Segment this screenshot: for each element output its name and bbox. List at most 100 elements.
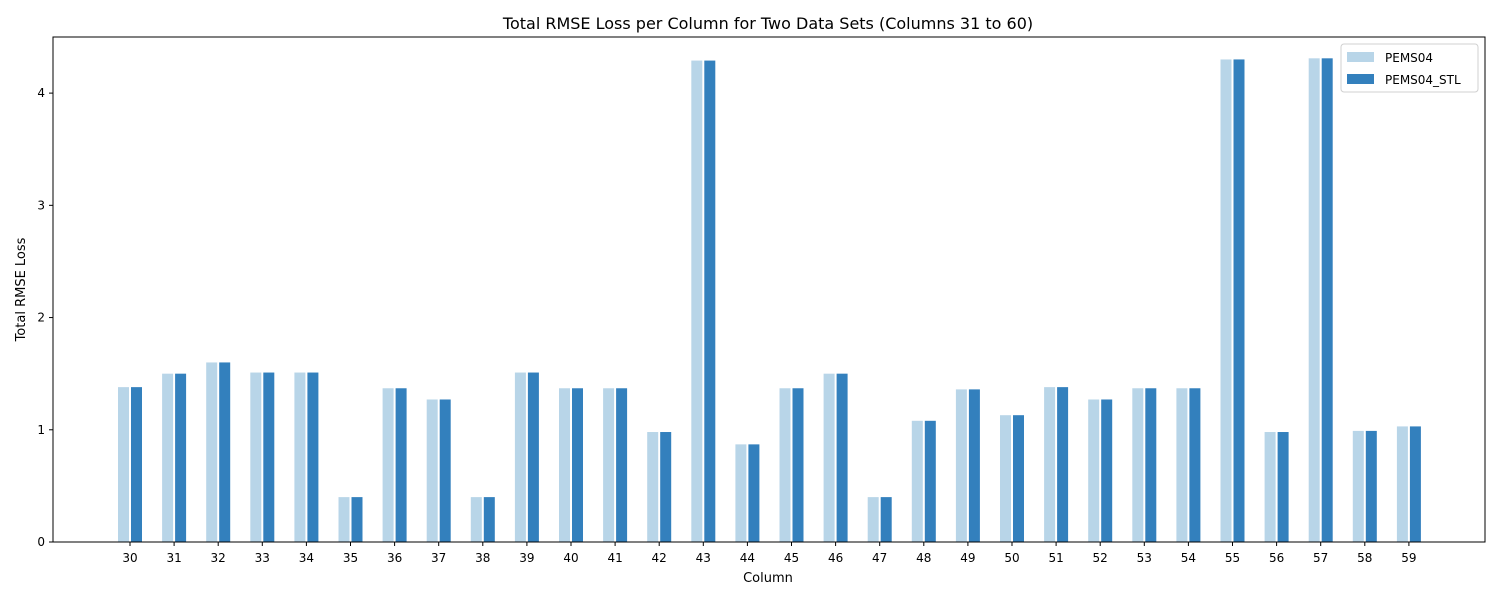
y-axis-label: Total RMSE Loss: [14, 237, 29, 342]
bar-pems04-48: [911, 420, 923, 542]
x-tick-label: 41: [607, 551, 622, 565]
x-tick-label: 42: [652, 551, 667, 565]
x-tick-label: 56: [1269, 551, 1284, 565]
x-tick-label: 35: [343, 551, 358, 565]
bar-pems04-58: [1352, 430, 1364, 542]
bar-pems04-46: [823, 373, 835, 542]
x-tick-label: 36: [387, 551, 402, 565]
bar-pems04-49: [955, 389, 967, 542]
x-tick-label: 38: [475, 551, 490, 565]
bar-pems04-50: [1000, 415, 1011, 542]
plot-frame: [52, 36, 1486, 543]
bar-pems04-stl-30: [131, 387, 142, 542]
x-tick-label: 51: [1048, 551, 1063, 565]
legend-swatch: [1347, 74, 1374, 84]
bar-pems04-stl-49: [968, 389, 980, 542]
x-tick-label: 39: [519, 551, 534, 565]
bar-pems04-stl-38: [483, 497, 495, 542]
bar-pems04-31: [162, 373, 174, 542]
legend-box: [1340, 43, 1479, 93]
x-tick-label: 33: [255, 551, 270, 565]
bar-pems04-stl-32: [219, 362, 231, 542]
bar-pems04-stl-39: [527, 372, 539, 542]
legend-swatch: [1347, 52, 1374, 62]
x-tick-label: 57: [1313, 551, 1328, 565]
x-tick-label: 43: [696, 551, 711, 565]
bar-pems04-stl-47: [880, 497, 892, 542]
bar-pems04-43: [691, 60, 703, 542]
bar-pems04-34: [294, 372, 306, 542]
x-tick-label: 37: [431, 551, 446, 565]
x-tick-label: 48: [916, 551, 931, 565]
bar-pems04-stl-51: [1057, 387, 1069, 542]
bar-pems04-59: [1396, 426, 1408, 542]
bar-pems04-47: [867, 497, 879, 542]
y-tick-label: 0: [37, 535, 45, 549]
bar-pems04-stl-58: [1365, 430, 1377, 542]
bar-pems04-stl-57: [1321, 58, 1333, 542]
bar-pems04-stl-37: [439, 399, 451, 542]
bar-pems04-37: [426, 399, 438, 542]
x-axis: 30 31 32 33 34 35 36 37 38 39 40 41 42 43 44 45 46 47 48 49…: [122, 542, 1417, 565]
bar-pems04-stl-56: [1277, 432, 1289, 542]
bar-pems04-stl-33: [263, 372, 275, 542]
x-tick-label: 49: [960, 551, 975, 565]
y-tick-label: 1: [37, 423, 45, 437]
bar-pems04-41: [603, 388, 615, 542]
x-tick-label: 50: [1004, 551, 1019, 565]
bar-pems04-stl-59: [1409, 426, 1421, 542]
y-axis: 0 1 2 3 4: [37, 86, 53, 549]
bar-pems04-40: [559, 388, 570, 542]
x-tick-label: 40: [563, 551, 578, 565]
bar-pems04-30: [118, 387, 129, 542]
x-tick-label: 32: [211, 551, 226, 565]
bar-pems04-stl-44: [748, 444, 760, 542]
bar-pems04-39: [514, 372, 526, 542]
bar-pems04-stl-52: [1101, 399, 1113, 542]
bar-pems04-42: [647, 432, 659, 542]
bar-pems04-stl-48: [924, 420, 936, 542]
bar-pems04-38: [470, 497, 482, 542]
bar-pems04-36: [382, 388, 394, 542]
bar-pems04-stl-50: [1013, 415, 1024, 542]
x-tick-label: 54: [1181, 551, 1196, 565]
bar-pems04-54: [1176, 388, 1188, 542]
bar-pems04-stl-41: [616, 388, 628, 542]
bar-pems04-44: [735, 444, 747, 542]
chart-title: Total RMSE Loss per Column for Two Data …: [502, 14, 1033, 33]
y-tick-label: 2: [37, 311, 45, 325]
bar-pems04-stl-35: [351, 497, 363, 542]
x-tick-label: 52: [1093, 551, 1108, 565]
x-tick-label: 30: [122, 551, 137, 565]
y-tick-label: 3: [37, 198, 45, 212]
bar-pems04-53: [1132, 388, 1144, 542]
bar-pems04-stl-55: [1233, 59, 1245, 542]
bar-pems04-55: [1220, 59, 1232, 542]
bar-pems04-stl-54: [1189, 388, 1201, 542]
bar-pems04-stl-36: [395, 388, 407, 542]
x-tick-label: 53: [1137, 551, 1152, 565]
x-tick-label: 31: [166, 551, 181, 565]
bars-layer: [118, 58, 1421, 542]
bar-pems04-32: [206, 362, 218, 542]
bar-pems04-57: [1308, 58, 1320, 542]
bar-pems04-stl-40: [572, 388, 583, 542]
bar-pems04-stl-46: [836, 373, 848, 542]
x-tick-label: 55: [1225, 551, 1240, 565]
x-tick-label: 44: [740, 551, 755, 565]
bar-pems04-stl-31: [175, 373, 187, 542]
x-tick-label: 58: [1357, 551, 1372, 565]
legend-label: PEMS04_STL: [1385, 73, 1461, 87]
x-tick-label: 45: [784, 551, 799, 565]
x-tick-label: 59: [1401, 551, 1416, 565]
legend-label: PEMS04: [1385, 51, 1433, 65]
bar-pems04-stl-53: [1145, 388, 1157, 542]
bar-pems04-stl-34: [307, 372, 319, 542]
y-tick-label: 4: [37, 86, 45, 100]
bar-pems04-52: [1088, 399, 1100, 542]
bar-pems04-stl-42: [660, 432, 672, 542]
bar-pems04-45: [779, 388, 791, 542]
x-tick-label: 46: [828, 551, 843, 565]
